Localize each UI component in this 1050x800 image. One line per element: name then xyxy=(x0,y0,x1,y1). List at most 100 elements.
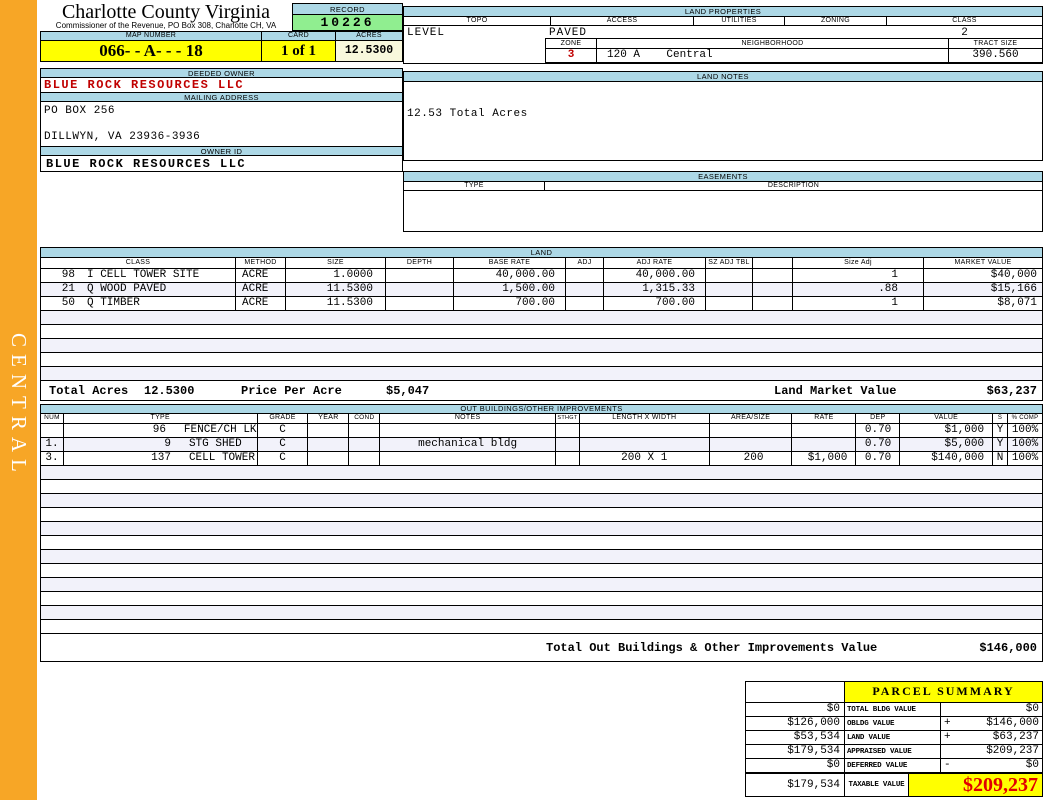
land-header-sz-adj-tbl: SZ ADJ TBL xyxy=(706,258,753,268)
empty-row xyxy=(41,493,1042,507)
land-notes-text: 12.53 Total Acres xyxy=(407,108,528,120)
ps-op: + xyxy=(944,731,951,743)
mailing-address-box: PO BOX 256 DILLWYN, VA 23936-3936 xyxy=(40,101,403,147)
ps-op: - xyxy=(944,759,951,771)
ps-value: $0 xyxy=(1025,703,1039,715)
summary-row: $0 TOTAL BLDG VALUE $0 xyxy=(746,702,1042,716)
address-line1: PO BOX 256 xyxy=(44,105,116,117)
land-properties-title: LAND PROPERTIES xyxy=(404,7,1042,17)
parcel-summary: PARCEL SUMMARY $0 TOTAL BLDG VALUE $0 $1… xyxy=(745,681,1043,797)
ob-comp: 100% xyxy=(1011,438,1039,450)
empty-row xyxy=(41,479,1042,493)
empty-row xyxy=(41,338,1042,352)
land-adj-rate: 1,315.33 xyxy=(604,283,706,296)
zone-neighborhood-table: ZONE NEIGHBORHOOD TRACT SIZE 3 120 A Cen… xyxy=(545,38,1043,63)
price-per-acre-label: Price Per Acre xyxy=(241,384,342,398)
land-market-value: $8,071 xyxy=(997,297,1037,309)
out-buildings-title: OUT BUILDINGS/OTHER IMPROVEMENTS xyxy=(41,405,1042,414)
out-buildings-table: OUT BUILDINGS/OTHER IMPROVEMENTS NUM TYP… xyxy=(40,404,1043,662)
map-number-label: MAP NUMBER xyxy=(41,32,262,40)
ob-comp: 100% xyxy=(1011,452,1039,464)
ob-sthgt xyxy=(556,424,580,437)
ob-rate xyxy=(792,424,857,437)
land-sz-adj-tbl xyxy=(706,297,753,310)
land-base-rate: 700.00 xyxy=(454,297,566,310)
lp-header-zoning: ZONING xyxy=(785,17,887,25)
record-label: RECORD xyxy=(292,3,403,15)
ob-header-value: VALUE xyxy=(900,414,994,423)
card-value: 1 of 1 xyxy=(262,41,336,61)
lp-class-value: 2 xyxy=(961,27,968,39)
ps-value: $146,000 xyxy=(986,717,1039,729)
empty-row xyxy=(41,324,1042,338)
land-size-adj: .88 xyxy=(793,283,924,296)
land-header-base-rate: BASE RATE xyxy=(454,258,566,268)
land-table-title: LAND xyxy=(41,248,1042,258)
easements-description-label: DESCRIPTION xyxy=(545,182,1042,190)
map-number-value: 066- - A- - - 18 xyxy=(41,41,262,61)
out-building-row: 3. 137 CELL TOWER C 200 X 1 200 $1,000 0.… xyxy=(41,451,1042,465)
ps-value: $0 xyxy=(1025,759,1039,771)
ob-rate: $1,000 xyxy=(792,452,857,465)
ob-num xyxy=(41,424,64,437)
land-header-adj: ADJ xyxy=(566,258,604,268)
easements-box: EASEMENTS TYPE DESCRIPTION xyxy=(403,171,1043,232)
easements-type-label: TYPE xyxy=(404,182,545,190)
ob-value: $140,000 xyxy=(900,452,994,465)
ob-lxw xyxy=(580,424,710,437)
ob-header-type: TYPE xyxy=(63,414,258,423)
land-header-depth: DEPTH xyxy=(386,258,454,268)
acres-label: ACRES xyxy=(336,32,402,40)
ob-comp: 100% xyxy=(1011,424,1039,436)
land-depth xyxy=(386,269,454,282)
ob-type-name: FENCE/CH LK xyxy=(183,424,257,436)
ob-lxw xyxy=(580,438,710,451)
empty-row xyxy=(41,521,1042,535)
empty-row xyxy=(41,563,1042,577)
region-banner: CENTRAL xyxy=(0,0,37,800)
ps-value: $63,237 xyxy=(992,731,1039,743)
out-building-row: 1. 9 STG SHED C mechanical bldg 0.70 $5,0… xyxy=(41,437,1042,451)
ob-cond xyxy=(349,452,381,465)
ps-label: DEFERRED VALUE xyxy=(845,759,941,772)
ob-type-name: CELL TOWER xyxy=(188,452,255,464)
price-per-acre-value: $5,047 xyxy=(386,384,430,398)
tract-size-value: 390.560 xyxy=(972,49,1019,61)
empty-row xyxy=(41,535,1042,549)
ob-value: $1,000 xyxy=(900,424,994,437)
land-totals-row: Total Acres 12.5300 Price Per Acre $5,04… xyxy=(41,380,1042,400)
land-header-size: SIZE xyxy=(286,258,386,268)
ps-taxable-label: TAXABLE VALUE xyxy=(845,774,909,796)
lp-header-class: CLASS xyxy=(887,17,1042,25)
empty-row xyxy=(41,549,1042,563)
ob-grade: C xyxy=(258,452,309,465)
land-size: 11.5300 xyxy=(286,297,386,310)
ps-prior-value: $179,534 xyxy=(746,745,845,758)
out-buildings-total-row: Total Out Buildings & Other Improvements… xyxy=(41,633,1042,661)
lp-topo-value: LEVEL xyxy=(407,27,446,39)
map-card-acres-table: MAP NUMBER CARD ACRES 066- - A- - - 18 1… xyxy=(40,31,403,62)
land-header-method: METHOD xyxy=(236,258,286,268)
land-adj-rate: 700.00 xyxy=(604,297,706,310)
empty-row xyxy=(41,310,1042,324)
land-header-size-adj: Size Adj xyxy=(793,258,924,268)
land-method: ACRE xyxy=(236,269,286,282)
land-row: 21 Q WOOD PAVED ACRE 11.5300 1,500.00 1,3… xyxy=(41,282,1042,296)
land-base-rate: 40,000.00 xyxy=(454,269,566,282)
ob-header-comp: % COMP xyxy=(1008,414,1042,423)
land-class-name: Q WOOD PAVED xyxy=(87,283,167,295)
ob-num: 3. xyxy=(41,452,64,465)
ob-sthgt xyxy=(556,452,580,465)
out-buildings-total-label: Total Out Buildings & Other Improvements… xyxy=(546,641,878,655)
ob-header-cond: COND xyxy=(349,414,381,423)
ob-s: Y xyxy=(993,424,1009,437)
ob-dep: 0.70 xyxy=(856,424,901,437)
ob-rate xyxy=(792,438,857,451)
ps-title-spacer xyxy=(746,682,845,702)
ob-area: 200 xyxy=(710,452,793,465)
ps-taxable-prior: $179,534 xyxy=(746,774,845,796)
land-sz-adj-tbl xyxy=(706,283,753,296)
region-banner-label: CENTRAL xyxy=(7,333,31,479)
ob-header-num: NUM xyxy=(41,414,64,423)
ob-sthgt xyxy=(556,438,580,451)
